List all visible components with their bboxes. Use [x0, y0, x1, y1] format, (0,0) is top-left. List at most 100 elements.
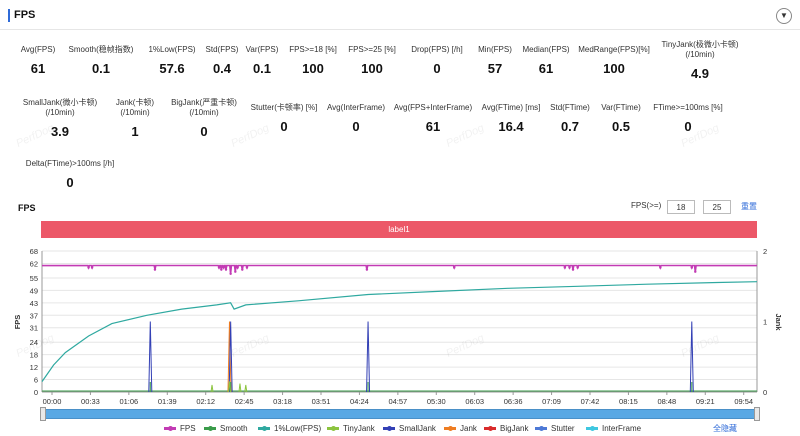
- metric-value: 0: [280, 119, 288, 134]
- fps-dip-point: [222, 266, 225, 269]
- y2-axis-title: Jank: [774, 313, 783, 331]
- legend-item[interactable]: 1%Low(FPS): [258, 424, 321, 434]
- x-tick-label: 00:33: [81, 397, 100, 406]
- legend-label: InterFrame: [602, 424, 642, 433]
- metric-value: 57: [487, 61, 503, 76]
- chevron-down-icon[interactable]: ▼: [776, 8, 792, 24]
- metric-label: BigJank(严重卡顿): [171, 98, 237, 107]
- metric-label: Delta(FTime)>100ms [/h]: [25, 159, 115, 168]
- fps-threshold-low-input[interactable]: [667, 200, 695, 214]
- metric-label: SmallJank(微小卡顿): [22, 98, 98, 107]
- legend-item[interactable]: Stutter: [535, 424, 575, 434]
- y-tick-label: 12: [30, 363, 38, 372]
- legend-item[interactable]: InterFrame: [586, 424, 641, 434]
- hide-all-button[interactable]: 全隐藏: [713, 424, 737, 433]
- metric-value: 0.1: [91, 61, 111, 76]
- metric-item: 1%Low(FPS) 57.6: [112, 40, 232, 76]
- metric-value: 100: [361, 61, 383, 76]
- tinyjank-spike: [244, 384, 248, 393]
- jank-spike-smalljank: [148, 321, 153, 393]
- legend-item[interactable]: FPS: [164, 424, 196, 434]
- chart-title: FPS: [18, 203, 36, 213]
- label-bar[interactable]: label1: [41, 221, 757, 238]
- tinyjank-spike: [210, 384, 214, 393]
- tinyjank-spike: [227, 381, 231, 393]
- legend-swatch: [444, 425, 456, 431]
- x-tick-label: 02:45: [235, 397, 254, 406]
- fps-dip-point: [694, 270, 697, 273]
- metric-item: Min(FPS) 57: [435, 40, 555, 76]
- legend-label: 1%Low(FPS): [274, 424, 322, 433]
- legend-swatch: [586, 425, 598, 431]
- fps-threshold-high-input[interactable]: [703, 200, 731, 214]
- fps-dip-point: [571, 268, 575, 271]
- scrollbar-left-handle[interactable]: [40, 407, 46, 421]
- x-tick-label: 01:06: [119, 397, 138, 406]
- metric-value: 0: [66, 175, 74, 190]
- y-tick-label: 18: [30, 351, 38, 360]
- legend-label: Jank: [460, 424, 477, 433]
- metric-value: 16.4: [498, 119, 524, 134]
- tinyjank-spike: [238, 383, 242, 393]
- legend-item[interactable]: Jank: [444, 424, 477, 434]
- metric-item: Avg(InterFrame) 0: [296, 98, 416, 134]
- series-1low-line: [41, 281, 758, 382]
- metric-label: TinyJank(极微小卡顿): [661, 40, 739, 49]
- metric-label: MedRange(FPS)[%]: [578, 45, 650, 54]
- x-tick-label: 07:42: [581, 397, 600, 406]
- timeline-scrollbar[interactable]: [43, 409, 757, 419]
- legend-swatch: [484, 425, 496, 431]
- metric-value: 0.7: [560, 119, 580, 134]
- scrollbar-right-handle[interactable]: [754, 407, 760, 421]
- legend-swatch: [535, 425, 547, 431]
- metric-label: Std(FPS): [205, 45, 239, 54]
- legend-item[interactable]: Smooth: [204, 424, 248, 434]
- metric-label: Avg(FPS): [20, 45, 56, 54]
- jank-spike-jank: [227, 321, 232, 393]
- fps-dip-point: [87, 266, 90, 269]
- fps-dip-point: [236, 266, 239, 269]
- x-tick-label: 07:09: [542, 397, 561, 406]
- series-fps-line: [41, 264, 758, 274]
- metric-label: Avg(InterFrame): [326, 103, 386, 112]
- metric-item: Std(FTime) 0.7: [510, 98, 630, 134]
- metric-item: Std(FPS) 0.4: [162, 40, 282, 76]
- metric-item: MedRange(FPS)[%] 100: [554, 40, 674, 76]
- metric-label: Stutter(卡顿率) [%]: [250, 103, 318, 112]
- x-tick-label: 08:15: [619, 397, 638, 406]
- metric-item: Smooth(稳帧指数) 0.1: [41, 40, 161, 76]
- metric-label: FPS>=18 [%]: [289, 45, 337, 54]
- metric-value: 0: [433, 61, 441, 76]
- legend-item[interactable]: TinyJank: [327, 424, 375, 434]
- metric-item: Var(FTime) 0.5: [561, 98, 681, 134]
- metric-label-unit: (/10min): [685, 50, 715, 59]
- y-tick-label: 6: [34, 376, 38, 385]
- x-tick-label: 00:00: [43, 397, 62, 406]
- metric-item: Avg(FTime) [ms] 16.4: [451, 98, 571, 134]
- metric-value: 0.4: [212, 61, 232, 76]
- fps-dip-point: [217, 266, 221, 269]
- metric-label: Var(FPS): [245, 45, 279, 54]
- fps-dip-point: [568, 266, 571, 269]
- panel-title: FPS: [14, 9, 36, 21]
- metric-label: Std(FTime): [550, 103, 590, 112]
- metric-label-unit: (/10min): [189, 108, 219, 117]
- metric-label: Avg(FPS+InterFrame): [393, 103, 473, 112]
- legend-swatch: [204, 425, 216, 431]
- metric-label: Var(FTime): [601, 103, 641, 112]
- legend-item[interactable]: BigJank: [484, 424, 528, 434]
- y-tick-label: 62: [30, 259, 38, 268]
- metric-item: Avg(FPS) 61: [0, 40, 98, 76]
- legend-swatch: [258, 425, 270, 431]
- reset-button[interactable]: 重置: [741, 202, 757, 211]
- fps-dip-point: [576, 266, 579, 269]
- x-tick-label: 01:39: [158, 397, 177, 406]
- legend-label: FPS: [180, 424, 196, 433]
- metric-value: 0: [684, 119, 692, 134]
- legend-item[interactable]: SmallJank: [383, 424, 436, 434]
- fps-dip-point: [453, 266, 456, 269]
- chart-legend: FPS Smooth 1%Low(FPS) TinyJank SmallJank Jank…: [0, 424, 800, 436]
- y2-tick-label: 1: [763, 318, 767, 327]
- metric-label-unit: (/10min): [45, 108, 75, 117]
- fps-dip-point: [563, 266, 567, 269]
